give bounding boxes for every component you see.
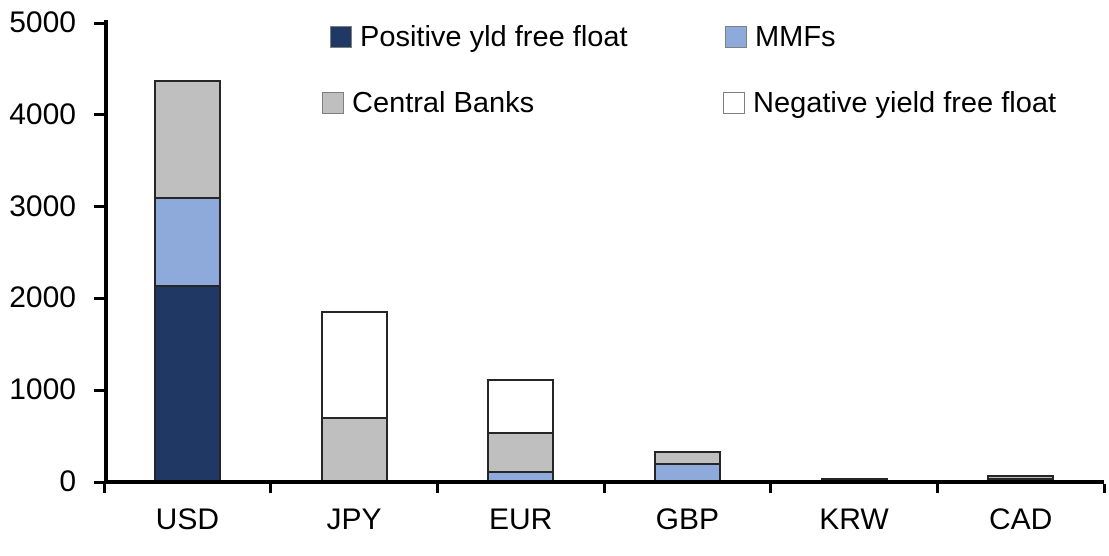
y-tick [94, 388, 104, 392]
bar-segment-jpy-central-banks [320, 416, 388, 482]
x-axis-label-gbp: GBP [655, 503, 719, 536]
y-tick [94, 113, 104, 117]
y-tick [94, 21, 104, 25]
x-tick [602, 484, 606, 493]
y-tick [94, 205, 104, 209]
legend-label: Negative yield free float [753, 86, 1057, 119]
bar-segment-usd-central-banks [153, 79, 221, 198]
x-axis-label-jpy: JPY [326, 503, 382, 536]
legend-label: Central Banks [352, 86, 535, 119]
x-tick [102, 484, 106, 493]
legend-swatch-mmfs [725, 26, 747, 48]
y-tick-label: 4000 [9, 97, 76, 131]
bar-segment-eur-negative-yield-free-float [487, 379, 555, 433]
y-tick-label: 1000 [9, 373, 76, 407]
x-axis-line [104, 480, 1104, 484]
legend-item-negative-yield-free-float: Negative yield free float [723, 88, 1056, 117]
bar-segment-usd-mmfs [153, 197, 221, 285]
x-axis-label-cad: CAD [988, 503, 1053, 536]
x-axis-label-eur: EUR [488, 503, 553, 536]
y-tick-label: 5000 [9, 6, 76, 39]
y-tick-label: 3000 [9, 189, 76, 223]
bar-segment-gbp-central-banks [653, 450, 721, 463]
bar-segment-cad-positive-yld-free-float [987, 477, 1055, 482]
bar-segment-jpy-negative-yield-free-float [320, 311, 388, 417]
bar-segment-krw-positive-yld-free-float [820, 477, 888, 482]
legend-label: Positive yld free float [360, 20, 628, 53]
x-axis-label-krw: KRW [819, 503, 889, 536]
x-tick [769, 484, 773, 493]
bar-segment-cad-central-banks [987, 475, 1055, 478]
y-tick [94, 480, 104, 484]
legend-swatch-positive-yld-free-float [330, 26, 352, 48]
bar-segment-gbp-mmfs [653, 462, 721, 482]
bar-segment-eur-mmfs [487, 471, 555, 482]
x-tick [1102, 484, 1106, 493]
x-axis-label-usd: USD [155, 503, 219, 536]
legend-item-positive-yld-free-float: Positive yld free float [330, 22, 628, 51]
legend-item-central-banks: Central Banks [322, 88, 534, 117]
bar-segment-eur-central-banks [487, 432, 555, 472]
x-tick [935, 484, 939, 493]
legend-swatch-central-banks [322, 92, 344, 114]
y-tick-label: 2000 [9, 281, 76, 315]
y-tick-label: 0 [59, 465, 76, 498]
y-tick [94, 296, 104, 300]
legend-swatch-negative-yield-free-float [723, 92, 745, 114]
bar-segment-usd-positive-yld-free-float [153, 284, 221, 482]
legend-label: MMFs [755, 20, 836, 53]
y-axis-line [104, 20, 108, 484]
legend-item-mmfs: MMFs [725, 22, 836, 51]
x-tick [269, 484, 273, 493]
x-tick [435, 484, 439, 493]
